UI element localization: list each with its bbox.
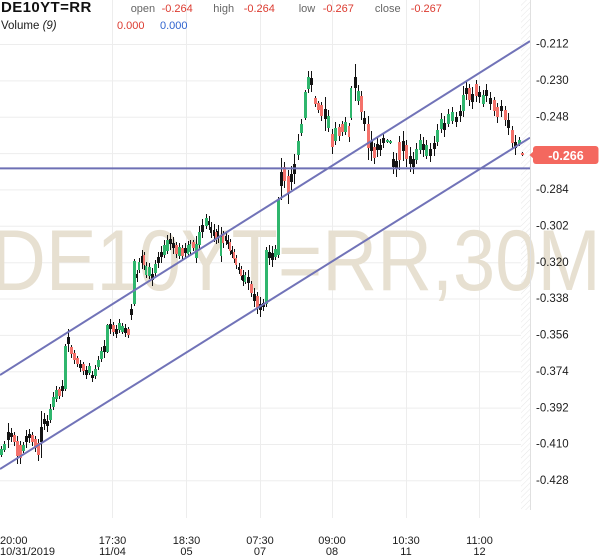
svg-text:0.000: 0.000 — [160, 20, 188, 32]
svg-text:20:00: 20:00 — [0, 535, 28, 547]
svg-text:11/04: 11/04 — [99, 546, 126, 558]
svg-text:-0.338: -0.338 — [536, 293, 569, 305]
svg-text:07:30: 07:30 — [246, 535, 274, 547]
svg-text:09:00: 09:00 — [318, 535, 346, 547]
svg-text:-0.267: -0.267 — [323, 3, 354, 15]
svg-text:-0.212: -0.212 — [536, 39, 569, 51]
svg-text:close: close — [375, 3, 401, 15]
svg-text:DE10YT=RR,30M: DE10YT=RR,30M — [0, 214, 600, 309]
svg-text:-0.302: -0.302 — [536, 221, 569, 233]
svg-text:10:30: 10:30 — [392, 535, 420, 547]
svg-text:high: high — [213, 3, 234, 15]
svg-text:-0.284: -0.284 — [536, 184, 569, 196]
svg-text:11: 11 — [400, 546, 411, 558]
svg-text:10/31/2019: 10/31/2019 — [0, 546, 55, 558]
svg-text:0.000: 0.000 — [117, 20, 145, 32]
svg-text:open: open — [131, 3, 155, 15]
svg-text:-0.230: -0.230 — [536, 75, 569, 87]
svg-text:-0.264: -0.264 — [244, 3, 275, 15]
svg-text:-0.356: -0.356 — [536, 330, 569, 342]
svg-text:-0.428: -0.428 — [536, 475, 569, 487]
svg-text:-0.264: -0.264 — [162, 3, 193, 15]
svg-text:08: 08 — [326, 546, 338, 558]
svg-text:-0.320: -0.320 — [536, 257, 569, 269]
svg-text:17:30: 17:30 — [99, 535, 127, 547]
svg-text:DE10YT=RR: DE10YT=RR — [1, 0, 92, 16]
svg-text:18:30: 18:30 — [173, 535, 201, 547]
svg-text:low: low — [299, 3, 316, 15]
svg-text:-0.266: -0.266 — [548, 149, 583, 163]
svg-text:-0.248: -0.248 — [536, 111, 569, 123]
svg-text:11:00: 11:00 — [466, 535, 493, 547]
svg-text:07: 07 — [254, 546, 266, 558]
svg-text:-0.392: -0.392 — [536, 402, 569, 414]
svg-text:-0.374: -0.374 — [536, 366, 569, 378]
svg-text:Volume (9): Volume (9) — [1, 20, 57, 32]
svg-text:12: 12 — [473, 546, 485, 558]
svg-text:-0.410: -0.410 — [536, 439, 569, 451]
svg-text:-0.267: -0.267 — [411, 3, 442, 15]
svg-text:05: 05 — [180, 546, 192, 558]
